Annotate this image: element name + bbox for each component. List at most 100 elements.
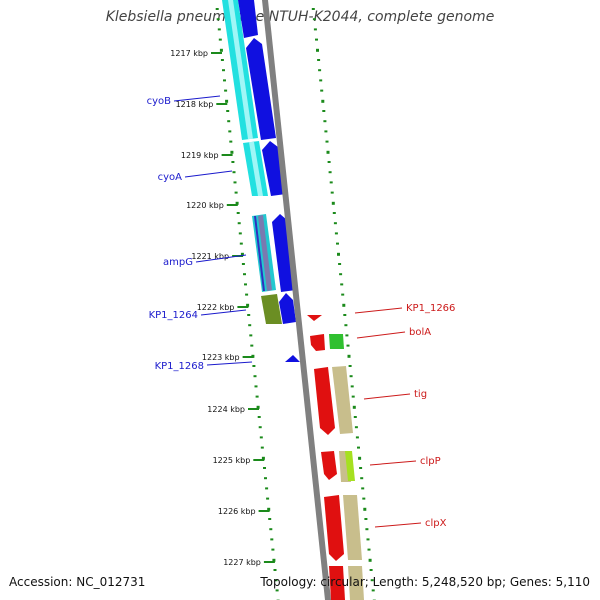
tick-dot [270,538,274,541]
tick-dot [316,48,319,52]
leader-line [363,393,411,400]
gene-feature-ampG[interactable] [272,214,296,292]
gene-label-bolA[interactable]: bolA [409,327,431,338]
gene-feature-cyoC[interactable] [238,0,258,38]
cog-feature-cyoB-shade [228,0,253,139]
gene-label-cyoA[interactable]: cyoA [158,172,183,183]
tick-dot [368,558,372,562]
tick-dot [318,69,322,72]
tick-dot [351,395,355,398]
tick-dot [330,191,334,194]
gene-feature-clpP[interactable] [321,451,337,480]
tick-dot [216,18,220,21]
tick-label: 1218 kbp [176,100,214,109]
tick-dot [266,497,270,500]
gene-feature-tig[interactable] [314,367,335,435]
gene-feature-KP1_1264[interactable] [279,293,296,324]
tick-dot [274,579,278,582]
map-title: Klebsiella pneumoniae NTUH-K2044, comple… [105,9,495,25]
tick-label: 1224 kbp [207,405,245,414]
tick-dot [334,232,338,235]
tick-dot [234,191,238,194]
tick-dot [268,518,272,520]
tick-dot [224,89,228,92]
gene-label-cyoB[interactable]: cyoB [147,96,172,107]
cog-feature-tig[interactable] [332,366,353,434]
tick-label: 1219 kbp [181,151,219,160]
tick-dot [362,497,366,500]
tick-marks-left [215,8,280,600]
tick-dot [260,446,264,449]
gene-feature-bolA[interactable] [310,334,325,351]
tick-dot [236,212,240,214]
tick-dot [255,395,259,398]
gene-label-KP1_1264[interactable]: KP1_1264 [149,310,198,321]
tick-dot [228,130,232,133]
gene-feature-clpX[interactable] [324,495,344,561]
tick-dot [312,18,316,21]
tick-dot [338,263,342,265]
tick-dot [365,528,369,531]
gene-label-KP1_1268[interactable]: KP1_1268 [155,361,204,372]
tick-dot [317,59,321,61]
cog-feature-clpX[interactable] [343,495,362,560]
tick-dot [246,303,250,307]
tick-dot [264,477,267,480]
leader-line [374,522,422,528]
tick-dot [248,324,252,327]
tick-dot [326,150,330,154]
tick-dot [336,242,339,245]
tick-dot [225,99,229,103]
accession-text: Accession: NC_012731 [9,575,146,589]
tick-dot [352,405,356,409]
tick-dot [327,161,331,163]
tick-dot [357,446,360,449]
cog-feature-lon[interactable] [348,566,364,600]
tick-dot [354,426,358,429]
tick-dot [223,79,226,82]
tick-dot [333,222,337,225]
tick-dot [275,589,279,592]
gene-feature-KP1_1268[interactable] [285,355,300,362]
tick-dot [361,487,365,490]
gene-label-tig[interactable]: tig [414,389,427,400]
gene-feature-lon[interactable] [329,566,345,600]
tick-dot [346,344,350,347]
tick-dot [250,344,254,347]
tick-dot [324,130,328,133]
cog-feature-KP1_1264[interactable] [261,294,282,324]
cog-feature-ampG-stripe [258,215,272,291]
leader-line [173,95,221,102]
tick-dot [245,293,249,296]
tick-dot [261,456,265,460]
gene-labels-right: KP1_1266 bolA tig clpP clpX [354,303,455,529]
gene-feature-KP1_1266[interactable] [307,315,322,321]
tick-dot [239,242,243,245]
tick-label: 1225 kbp [213,456,251,465]
gene-labels-left: cyoB cyoA ampG KP1_1264 KP1_1268 [147,95,253,372]
tick-dot [358,456,362,460]
tick-label: 1221 kbp [191,252,229,261]
tick-dot [231,161,235,163]
gene-feature-cyoB[interactable] [246,38,276,140]
tick-dot [319,79,323,82]
tick-dot [344,324,348,327]
cog-feature-bolA[interactable] [329,334,344,349]
tick-dot [311,8,315,10]
tick-dot [340,283,344,286]
tick-dot [370,579,374,582]
tick-dot [364,518,368,520]
tick-dot [215,8,219,10]
gene-label-clpX[interactable]: clpX [425,518,447,529]
gene-label-KP1_1266[interactable]: KP1_1266 [406,303,455,314]
gene-label-ampG[interactable]: ampG [163,257,193,268]
leader-line [184,170,233,178]
tick-dot [219,48,223,52]
gene-label-clpP[interactable]: clpP [420,456,441,467]
tick-dot [360,477,364,480]
tick-dot [232,171,236,174]
gene-feature-cyoA[interactable] [262,141,286,196]
tick-dot [258,426,262,429]
tick-dot [254,385,258,388]
